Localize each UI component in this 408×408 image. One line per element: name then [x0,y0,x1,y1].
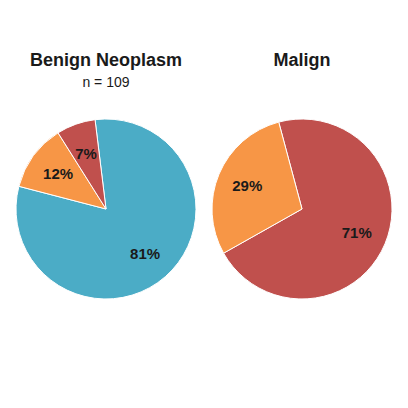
html-text:n = 109: n = 109 [82,74,130,90]
svg-text:71%: 71% [342,224,372,241]
svg-text:29%: 29% [232,177,262,194]
svg-text:81%: 81% [130,245,160,262]
svg-text:7%: 7% [75,145,97,162]
svg-text:12%: 12% [43,165,73,182]
html-text:Benign Neoplasm: Benign Neoplasm [30,50,182,70]
html-text:Malign: Malign [273,50,331,70]
